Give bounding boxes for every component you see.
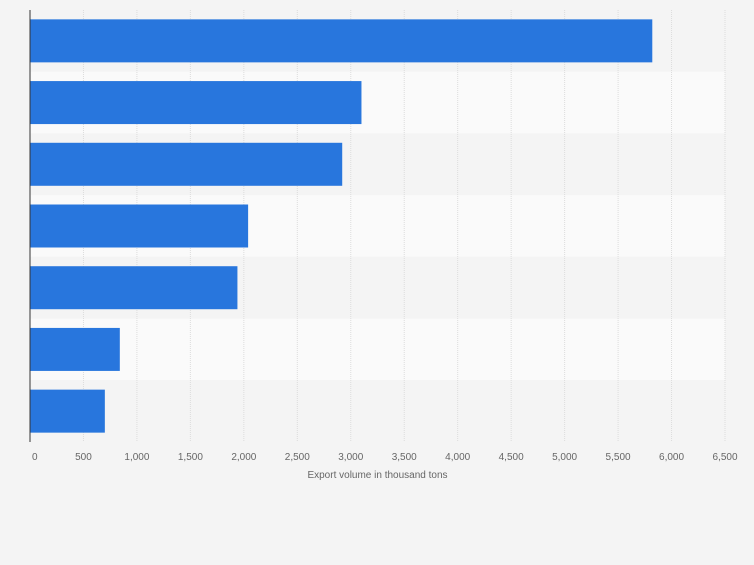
bar[interactable] bbox=[30, 327, 120, 371]
bar[interactable] bbox=[30, 204, 249, 248]
x-tick-label: 6,500 bbox=[712, 452, 737, 463]
x-tick-label: 500 bbox=[75, 452, 92, 463]
x-tick-label: 6,000 bbox=[659, 452, 684, 463]
x-tick-label: 3,500 bbox=[392, 452, 417, 463]
bar[interactable] bbox=[30, 19, 653, 63]
row-band bbox=[30, 380, 725, 442]
x-tick-label: 0 bbox=[32, 452, 38, 463]
bar[interactable] bbox=[30, 389, 105, 433]
row-band bbox=[30, 318, 725, 381]
bars bbox=[30, 19, 653, 433]
x-tick-label: 5,000 bbox=[552, 452, 577, 463]
x-tick-label: 2,500 bbox=[285, 452, 310, 463]
bar[interactable] bbox=[30, 81, 362, 125]
x-tick-label: 2,000 bbox=[231, 452, 256, 463]
x-tick-label: 1,000 bbox=[124, 452, 149, 463]
x-tick-label: 4,500 bbox=[499, 452, 524, 463]
x-tick-label: 4,000 bbox=[445, 452, 470, 463]
x-tick-labels: 0 500 1,000 1,500 2,000 2,500 3,000 3,500 4,000 4… bbox=[32, 452, 738, 463]
bar[interactable] bbox=[30, 266, 238, 310]
x-tick-label: 5,500 bbox=[606, 452, 631, 463]
x-tick-label: 3,000 bbox=[338, 452, 363, 463]
x-tick-label: 1,500 bbox=[178, 452, 203, 463]
x-axis-label: Export volume in thousand tons bbox=[307, 470, 447, 481]
bar[interactable] bbox=[30, 142, 343, 186]
